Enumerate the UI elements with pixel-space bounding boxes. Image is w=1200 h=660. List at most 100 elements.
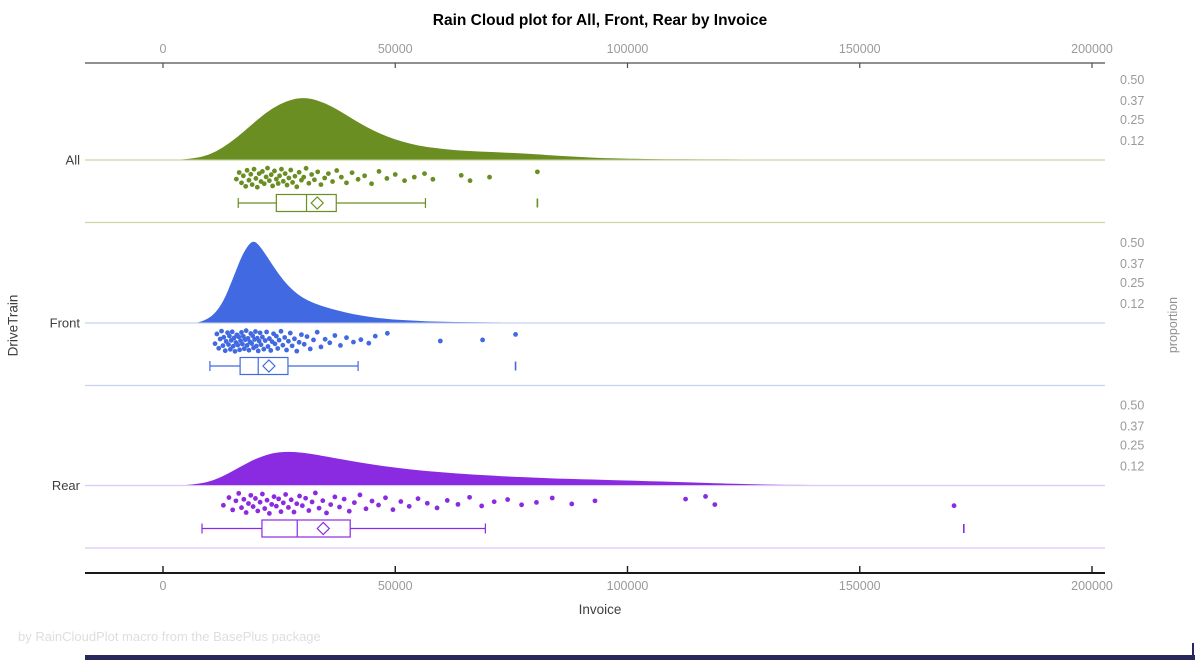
rain-point-all [263,174,269,180]
rain-point-rear [455,501,461,507]
rain-point-rear [280,500,286,506]
rain-point-all [280,178,286,184]
rain-point-all [268,172,274,178]
rain-point-front [272,341,278,347]
category-label-front: Front [50,316,81,331]
rain-point-front [227,346,233,352]
rain-point-rear [236,490,242,496]
rain-point-front [235,342,241,348]
rain-point-front [275,346,281,351]
rain-points-rear [220,490,957,516]
rain-point-front [282,335,288,340]
rain-point-front [212,341,218,347]
rain-point-all [355,176,361,182]
rain-point-all [338,174,344,180]
rain-point-rear [683,496,688,502]
rain-point-all [292,173,298,179]
y-axis-title: DriveTrain [5,294,21,357]
top-axis-tick-label: 150000 [839,42,881,56]
y2-axis-title: proportion [1166,296,1180,354]
rain-point-front [249,341,255,346]
rain-point-front [241,346,247,352]
category-label-all: All [66,153,81,168]
rain-point-all [303,165,309,171]
rain-points-all [233,165,540,190]
rain-point-rear [226,495,232,500]
rain-point-all [265,165,270,171]
rain-point-rear [363,506,369,512]
rain-point-all [411,174,417,180]
rain-point-rear [390,507,396,513]
rain-point-front [258,342,264,348]
proportion-tick-label-front: 0.37 [1120,257,1144,271]
rain-point-front [338,343,343,348]
rain-point-front [351,339,356,345]
rain-point-front [220,343,226,349]
rain-point-all [296,169,302,175]
rain-point-front [253,329,258,334]
rain-point-rear [257,499,263,505]
rain-point-all [322,175,328,181]
rain-point-all [315,169,321,175]
bottom-axis-tick-label: 0 [160,579,167,593]
rain-point-front [255,348,261,354]
rain-point-front [222,348,228,354]
rain-point-front [276,337,282,343]
rain-point-rear [230,507,236,513]
rain-point-front [318,344,324,350]
rain-point-all [487,174,492,180]
proportion-tick-label-front: 0.12 [1120,297,1144,311]
rain-point-front [311,337,316,343]
rain-point-all [260,169,265,174]
proportion-tick-label-rear: 0.12 [1120,459,1144,473]
rain-point-rear [444,498,450,503]
rain-point-all [344,180,349,186]
rain-point-rear [297,493,302,499]
rain-point-rear [351,500,357,506]
rain-point-front [284,347,289,353]
rain-point-all [467,178,473,184]
mean-diamond-all [310,196,325,210]
rain-point-rear [266,511,272,516]
rain-point-rear [519,502,524,508]
rain-point-all [254,184,260,190]
density-cloud-rear [186,451,814,485]
rain-point-all [282,171,288,177]
rain-point-front [236,334,242,340]
rain-point-front [287,330,293,336]
rain-point-all [243,183,249,189]
rain-point-all [318,182,324,188]
rain-point-front [257,330,263,336]
proportion-tick-label-all: 0.12 [1120,134,1144,148]
rain-point-front [344,335,349,341]
rain-point-all [240,173,246,179]
rain-point-rear [239,505,244,511]
category-label-rear: Rear [52,478,81,493]
rain-point-all [430,176,436,182]
rain-point-rear [398,499,404,504]
rain-point-all [277,173,282,179]
rain-point-all [239,180,244,186]
rain-point-rear [328,502,334,507]
rain-point-rear [491,499,497,505]
top-axis-tick-label: 200000 [1071,42,1113,56]
rain-point-front [226,342,231,347]
top-axis-tick-label: 100000 [607,42,649,56]
rain-point-all [275,181,281,186]
rain-point-rear [424,500,430,506]
rain-point-rear [262,506,268,511]
rain-point-rear [951,503,957,509]
rain-point-rear [255,508,261,514]
rain-point-front [273,333,279,339]
rain-point-front [227,333,232,339]
rain-point-front [261,346,267,352]
rain-point-rear [712,502,718,507]
rain-point-front [232,348,238,354]
rain-point-front [480,337,485,343]
rain-point-all [312,177,317,183]
rain-point-rear [276,496,282,502]
rain-point-all [369,181,374,187]
rain-point-front [265,344,271,349]
window-bottom-bar [85,655,1195,660]
